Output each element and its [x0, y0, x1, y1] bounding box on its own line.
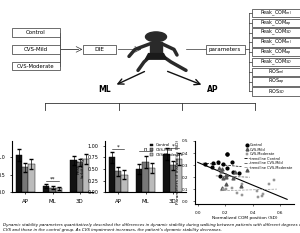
Point — [230, 176, 235, 179]
Point — [238, 184, 243, 188]
Legend: Control, CVS-Mild, CVS-Moderate, trendline Control, trendline CVS-Mild, trendlin: Control, CVS-Mild, CVS-Moderate, trendli… — [244, 143, 292, 170]
FancyBboxPatch shape — [82, 45, 116, 54]
Bar — [70, 160, 77, 192]
FancyBboxPatch shape — [252, 9, 300, 17]
Text: Dynamic stability parameters quantitatively described the differences in dynamic: Dynamic stability parameters quantitativ… — [3, 223, 300, 232]
Point — [221, 162, 226, 166]
Point — [217, 174, 222, 177]
Bar — [56, 188, 62, 192]
Point — [224, 152, 229, 155]
Bar — [43, 186, 50, 192]
FancyBboxPatch shape — [252, 87, 300, 96]
Text: ROS$_{ap}$: ROS$_{ap}$ — [268, 76, 284, 87]
Bar — [50, 188, 56, 192]
Point — [240, 193, 245, 197]
FancyBboxPatch shape — [252, 38, 300, 47]
Point — [224, 182, 229, 186]
Bar — [148, 168, 155, 192]
Text: *: * — [172, 144, 174, 148]
Point — [272, 178, 277, 182]
FancyBboxPatch shape — [206, 45, 244, 54]
Bar — [22, 168, 28, 192]
Text: Peak_COM$_{ap}$: Peak_COM$_{ap}$ — [260, 18, 292, 28]
Point — [203, 162, 208, 166]
Text: parameters: parameters — [209, 47, 241, 52]
Legend: Control, CVS-Mild, CVS-Moderate: Control, CVS-Mild, CVS-Moderate — [149, 143, 184, 157]
Bar — [83, 159, 89, 192]
FancyBboxPatch shape — [252, 77, 300, 86]
Bar — [170, 165, 176, 192]
Point — [219, 167, 224, 171]
Bar — [176, 159, 182, 192]
Text: Peak_COM$_{ap}$: Peak_COM$_{ap}$ — [260, 47, 292, 57]
Text: Peak_COM$_{ml}$: Peak_COM$_{ml}$ — [260, 38, 292, 47]
Bar — [164, 154, 170, 192]
Text: AP: AP — [207, 86, 219, 94]
Bar — [115, 171, 121, 192]
Point — [230, 161, 234, 164]
Bar — [136, 169, 142, 192]
Circle shape — [146, 32, 167, 42]
Text: ML: ML — [99, 86, 111, 94]
FancyBboxPatch shape — [252, 58, 300, 66]
Bar — [16, 155, 22, 192]
Point — [236, 171, 241, 175]
Text: CVS-Mild: CVS-Mild — [24, 47, 48, 52]
Bar — [142, 162, 148, 192]
FancyBboxPatch shape — [12, 28, 60, 37]
Point — [230, 170, 235, 174]
Text: CVS-Moderate: CVS-Moderate — [17, 64, 55, 69]
Point — [254, 189, 259, 192]
Text: DIE: DIE — [94, 47, 104, 52]
Text: Peak_COM$_{3D}$: Peak_COM$_{3D}$ — [260, 28, 292, 37]
Bar — [28, 164, 34, 192]
Polygon shape — [150, 42, 162, 54]
Point — [216, 166, 221, 170]
Text: n: n — [144, 147, 147, 152]
X-axis label: Normalized COM position (SD): Normalized COM position (SD) — [212, 216, 277, 220]
Point — [221, 176, 226, 180]
Text: Control: Control — [26, 30, 46, 35]
Text: Peak_COM$_{3D}$: Peak_COM$_{3D}$ — [260, 57, 292, 67]
FancyBboxPatch shape — [12, 45, 60, 54]
Point — [230, 186, 235, 190]
Bar — [109, 157, 115, 192]
Point — [219, 169, 224, 173]
Point — [224, 187, 228, 191]
Point — [209, 165, 214, 169]
FancyBboxPatch shape — [12, 62, 60, 70]
Point — [219, 187, 224, 190]
Point — [260, 194, 264, 198]
Text: Peak_COM$_{ml}$: Peak_COM$_{ml}$ — [260, 8, 292, 18]
Point — [261, 192, 266, 196]
FancyBboxPatch shape — [252, 19, 300, 27]
FancyBboxPatch shape — [252, 68, 300, 76]
Text: *: * — [117, 145, 119, 150]
Y-axis label: Parameters of instability (SD): Parameters of instability (SD) — [176, 140, 180, 204]
Point — [210, 161, 215, 164]
Point — [239, 182, 244, 185]
Y-axis label: Peak_Y
(arbitrary): Peak_Y (arbitrary) — [76, 155, 84, 178]
Point — [266, 182, 271, 186]
Bar — [121, 175, 127, 192]
Point — [224, 175, 228, 179]
Point — [220, 187, 225, 191]
Point — [255, 195, 260, 198]
Point — [216, 160, 220, 164]
Bar — [77, 162, 83, 192]
Point — [235, 191, 239, 195]
Point — [232, 170, 237, 174]
FancyBboxPatch shape — [252, 48, 300, 56]
Point — [225, 152, 230, 156]
Polygon shape — [146, 54, 167, 59]
FancyBboxPatch shape — [252, 28, 300, 37]
Text: ROS$_{ml}$: ROS$_{ml}$ — [268, 67, 284, 76]
Text: **: ** — [50, 176, 55, 181]
Text: ROS$_{3D}$: ROS$_{3D}$ — [268, 87, 284, 96]
Point — [223, 174, 228, 177]
Point — [244, 168, 249, 172]
Point — [225, 166, 230, 170]
